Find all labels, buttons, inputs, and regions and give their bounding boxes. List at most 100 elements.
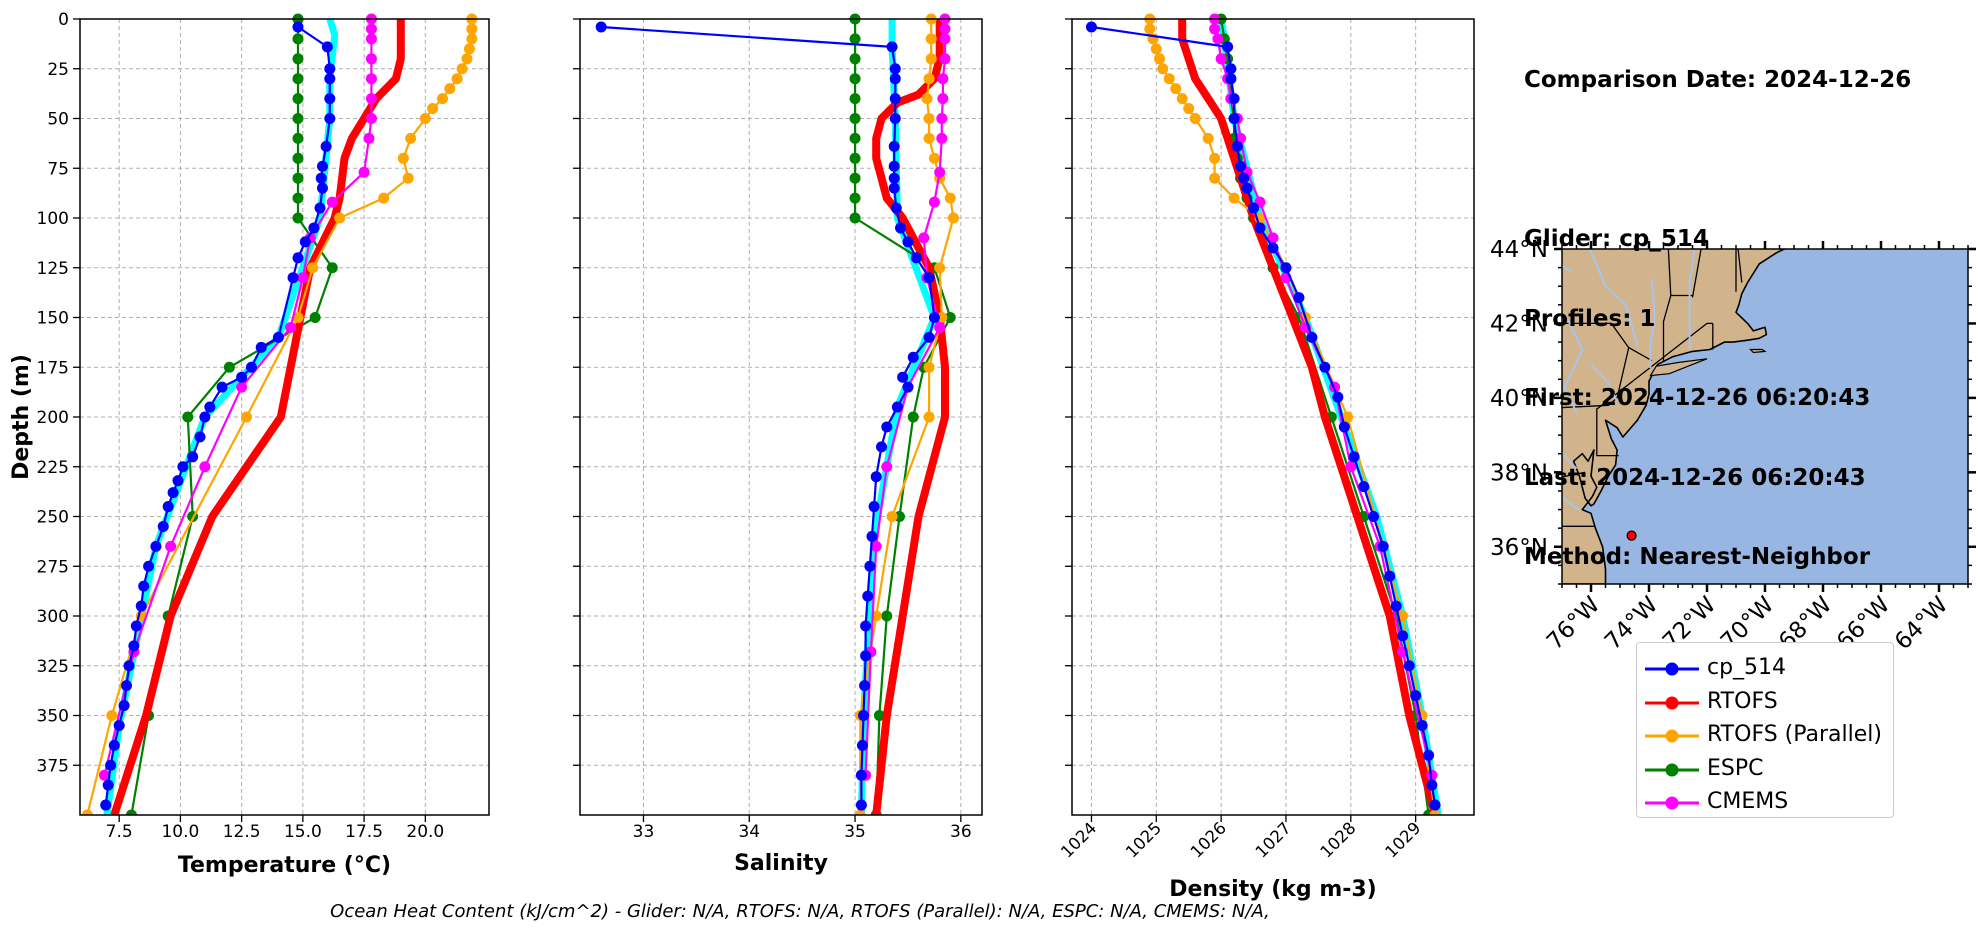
- legend-label: RTOFS (Parallel): [1707, 722, 1882, 747]
- data-point: [365, 73, 377, 85]
- data-point: [1215, 53, 1227, 65]
- data-point: [923, 272, 935, 284]
- map-state-border: [1596, 322, 1713, 410]
- y-tick-label: 100: [37, 209, 69, 229]
- data-point: [855, 799, 867, 811]
- data-point: [890, 202, 902, 214]
- legend-entry: RTOFS: [1637, 685, 1893, 719]
- data-point: [849, 192, 861, 204]
- map-river: [1688, 249, 1696, 350]
- legend-swatch: [1645, 796, 1699, 810]
- data-point: [223, 361, 235, 373]
- data-point: [128, 640, 140, 652]
- data-point: [427, 103, 439, 115]
- y-tick-label: 150: [37, 309, 69, 329]
- data-point: [925, 33, 937, 45]
- data-point: [292, 192, 304, 204]
- x-axis-label: Salinity: [734, 851, 828, 876]
- data-point: [105, 759, 117, 771]
- map-river: [1649, 278, 1656, 369]
- data-point: [1202, 132, 1214, 144]
- data-point: [1267, 242, 1279, 254]
- map-state-border: [1737, 249, 1743, 283]
- data-point: [143, 560, 155, 572]
- data-point: [365, 113, 377, 124]
- data-point: [1085, 21, 1097, 33]
- data-point: [125, 809, 137, 815]
- data-point: [241, 411, 253, 423]
- x-axis-label: Temperature (°C): [178, 853, 391, 878]
- map-state-border: [1628, 347, 1653, 362]
- y-tick-label: 350: [37, 707, 69, 727]
- map-state-border: [1662, 249, 1672, 361]
- comparison-info: Comparison Date: 2024-12-26 Glider: cp_5…: [1524, 14, 1911, 597]
- x-tick-label: 10.0: [161, 822, 199, 842]
- map-island: [1749, 348, 1767, 354]
- data-point: [118, 700, 130, 712]
- data-point: [939, 53, 951, 65]
- data-point: [1222, 41, 1234, 53]
- y-tick-label: 75: [47, 159, 69, 179]
- data-point: [1212, 33, 1224, 45]
- map-river: [1563, 319, 1584, 414]
- x-axis-label: Density (kg m-3): [1169, 877, 1377, 902]
- data-point: [1332, 391, 1344, 403]
- x-tick-label: 7.5: [106, 822, 133, 842]
- data-point: [849, 113, 861, 124]
- data-point: [856, 739, 868, 751]
- data-point: [292, 73, 304, 85]
- data-point: [1368, 511, 1379, 522]
- legend-label: ESPC: [1707, 755, 1764, 781]
- data-point: [928, 196, 940, 208]
- data-point: [309, 312, 321, 323]
- data-point: [860, 650, 872, 662]
- data-point: [864, 560, 876, 572]
- data-point: [172, 475, 184, 487]
- data-point: [854, 809, 866, 815]
- data-point: [928, 312, 940, 323]
- data-point: [1225, 73, 1237, 85]
- data-point: [292, 312, 304, 323]
- glider-location-marker: [1626, 530, 1637, 541]
- data-point: [363, 132, 375, 144]
- data-point: [910, 252, 922, 264]
- map-state-border: [1596, 408, 1619, 457]
- map-lat-label: 44°N: [1490, 237, 1548, 263]
- data-point: [1241, 182, 1253, 194]
- data-point: [881, 461, 893, 473]
- data-point: [451, 73, 463, 85]
- map-lon-label: 76°W: [1542, 592, 1605, 655]
- data-point: [162, 501, 174, 513]
- data-point: [255, 341, 267, 353]
- map-long-island: [1649, 358, 1708, 377]
- y-tick-label: 25: [47, 60, 69, 80]
- data-point: [307, 262, 319, 274]
- data-point: [1416, 719, 1428, 731]
- y-tick-label: 325: [37, 657, 69, 677]
- data-point: [1209, 172, 1221, 184]
- data-point: [397, 152, 409, 164]
- map-lat-label: 40°N: [1490, 386, 1548, 412]
- data-point: [928, 152, 940, 164]
- x-tick-label: 1025: [1122, 818, 1165, 861]
- data-point: [292, 212, 304, 224]
- data-point: [1228, 192, 1240, 204]
- data-point: [292, 252, 304, 264]
- data-point: [1342, 411, 1354, 423]
- data-point: [292, 132, 304, 144]
- data-point: [321, 41, 333, 53]
- legend-swatch: [1645, 696, 1699, 709]
- x-tick-label: 36: [950, 822, 972, 842]
- data-point: [1144, 23, 1156, 35]
- data-point: [365, 23, 377, 35]
- data-point: [1231, 140, 1243, 152]
- legend-swatch: [1645, 662, 1699, 676]
- data-point: [902, 236, 914, 248]
- map-river: [1562, 451, 1578, 470]
- data-point: [1397, 630, 1409, 642]
- data-point: [895, 222, 907, 234]
- map-lat-label: 38°N: [1490, 460, 1548, 486]
- data-point: [886, 511, 898, 522]
- data-point: [1338, 421, 1350, 433]
- legend-swatch: [1645, 729, 1699, 743]
